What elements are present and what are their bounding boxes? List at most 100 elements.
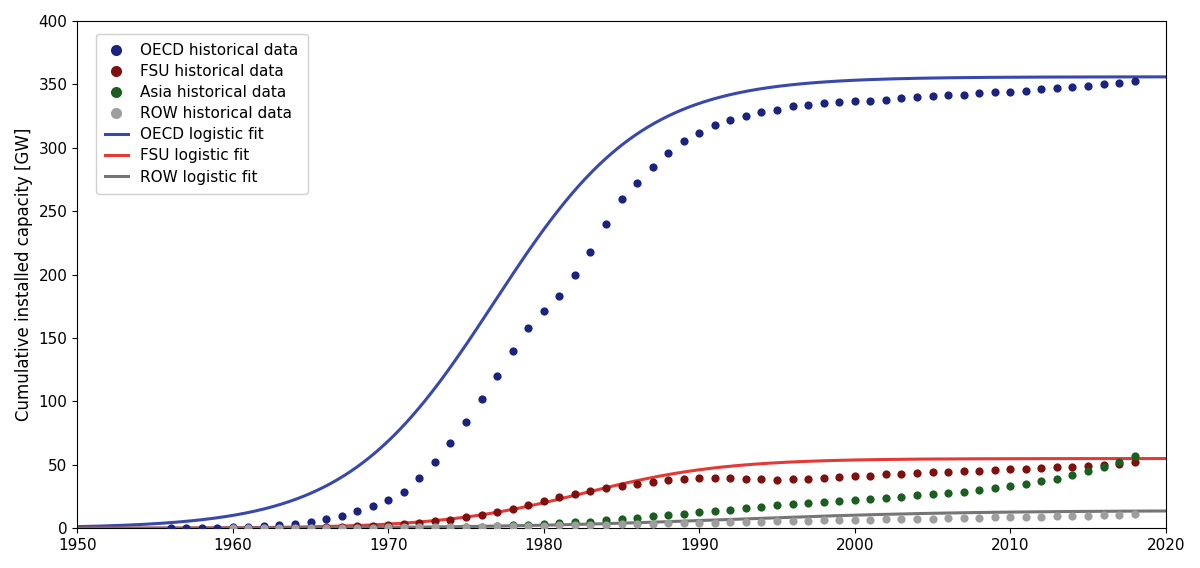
Point <box>1032 85 1051 94</box>
Point <box>518 521 538 531</box>
Point <box>596 219 616 228</box>
Point <box>1079 462 1098 471</box>
Point <box>643 478 662 487</box>
Point <box>612 520 631 529</box>
Point <box>1079 511 1098 520</box>
Point <box>192 523 211 532</box>
Point <box>907 469 926 478</box>
Point <box>845 97 864 106</box>
Point <box>612 194 631 203</box>
Point <box>1001 482 1020 491</box>
Point <box>1110 459 1129 468</box>
Point <box>518 323 538 332</box>
Point <box>798 474 817 483</box>
Point <box>628 520 647 529</box>
Point <box>938 514 958 523</box>
Point <box>301 517 320 527</box>
Point <box>425 517 444 526</box>
Point <box>1079 81 1098 90</box>
Point <box>425 458 444 467</box>
Point <box>1048 474 1067 483</box>
Point <box>456 513 475 522</box>
Point <box>395 523 414 532</box>
Point <box>954 513 973 523</box>
Point <box>332 522 352 531</box>
Point <box>628 179 647 188</box>
Point <box>286 519 305 528</box>
Point <box>1063 470 1082 479</box>
Point <box>1110 78 1129 87</box>
Point <box>674 137 694 146</box>
Point <box>1048 83 1067 93</box>
Point <box>409 523 428 532</box>
Point <box>938 90 958 99</box>
Point <box>970 486 989 495</box>
Point <box>472 394 491 403</box>
Point <box>876 515 895 524</box>
Point <box>954 467 973 476</box>
Point <box>845 515 864 524</box>
Point <box>829 98 848 107</box>
Point <box>814 99 833 108</box>
Point <box>596 520 616 529</box>
Point <box>643 512 662 521</box>
Point <box>286 523 305 532</box>
Point <box>1032 477 1051 486</box>
Point <box>612 481 631 490</box>
Point <box>690 474 709 483</box>
Point <box>860 515 880 524</box>
Point <box>332 523 352 532</box>
Point <box>1126 457 1145 466</box>
Point <box>317 523 336 532</box>
Point <box>706 120 725 130</box>
Point <box>317 523 336 532</box>
Point <box>674 519 694 528</box>
Point <box>628 513 647 523</box>
Point <box>395 524 414 533</box>
Point <box>487 371 506 381</box>
Point <box>348 507 367 516</box>
Point <box>954 487 973 496</box>
Point <box>768 501 787 510</box>
Point <box>768 517 787 526</box>
Point <box>550 519 569 528</box>
Point <box>814 498 833 507</box>
Point <box>907 515 926 524</box>
Point <box>550 521 569 530</box>
Legend: OECD historical data, FSU historical data, Asia historical data, ROW historical : OECD historical data, FSU historical dat… <box>96 34 307 194</box>
Point <box>876 470 895 479</box>
Point <box>223 524 242 533</box>
Point <box>721 517 740 527</box>
Point <box>596 516 616 525</box>
Point <box>923 514 942 523</box>
Point <box>503 521 522 531</box>
Point <box>1063 462 1082 471</box>
Point <box>659 511 678 520</box>
Point <box>487 507 506 516</box>
Point <box>301 523 320 532</box>
Point <box>364 502 383 511</box>
Point <box>425 523 444 532</box>
Point <box>223 523 242 532</box>
Point <box>440 523 460 532</box>
Point <box>892 94 911 103</box>
Point <box>409 473 428 482</box>
Point <box>970 89 989 98</box>
Point <box>829 496 848 506</box>
Point <box>1110 511 1129 520</box>
Point <box>860 471 880 480</box>
Point <box>829 473 848 482</box>
Point <box>706 473 725 482</box>
Point <box>892 469 911 478</box>
Point <box>472 522 491 531</box>
Point <box>379 524 398 533</box>
Point <box>239 522 258 531</box>
Point <box>254 521 274 531</box>
Point <box>1001 87 1020 97</box>
Point <box>752 517 772 526</box>
Point <box>643 162 662 172</box>
Point <box>487 521 506 531</box>
Point <box>456 522 475 531</box>
Point <box>286 524 305 533</box>
Point <box>892 515 911 524</box>
